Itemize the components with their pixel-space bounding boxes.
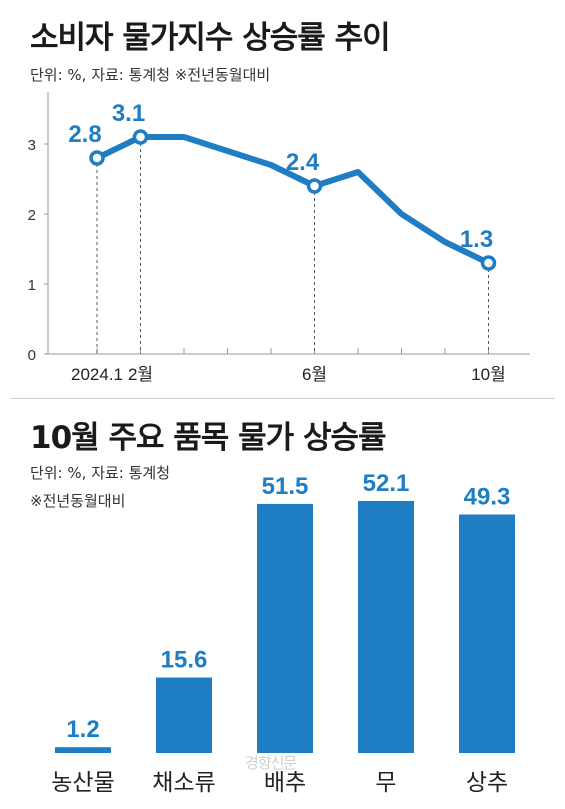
bar-value-label: 51.5 — [262, 473, 309, 500]
y-tick-label: 2 — [28, 207, 36, 224]
y-tick-label: 3 — [28, 137, 36, 154]
y-tick-label: 1 — [28, 277, 36, 294]
x-tick-label: 2024.1 — [71, 365, 123, 384]
bar — [257, 503, 313, 753]
bar — [459, 514, 515, 753]
bar-category-label: 채소류 — [152, 770, 215, 796]
bar-value-label: 1.2 — [66, 716, 99, 743]
bar-category-label: 무 — [375, 770, 396, 796]
bar-value-label: 52.1 — [363, 470, 410, 497]
data-label: 3.1 — [112, 100, 145, 127]
x-tick-label: 2월 — [128, 365, 153, 384]
data-point — [306, 178, 323, 194]
data-point — [132, 129, 149, 145]
bar-category-label: 배추 — [264, 770, 306, 796]
bar-chart-title: 10월 주요 품목 물가 상승률 — [30, 420, 387, 456]
bar-category-label: 상추 — [466, 770, 508, 796]
data-point — [480, 255, 497, 271]
line-chart-subtitle: 단위: %, 자료: 통계청 ※전년동월대비 — [30, 66, 271, 84]
line-chart-title: 소비자 물가지수 상승률 추이 — [30, 20, 391, 56]
y-tick-label: 0 — [28, 347, 36, 364]
bar — [358, 501, 414, 753]
watermark-logo: 경향신문 — [245, 754, 297, 772]
data-label: 2.8 — [68, 121, 101, 148]
bar-chart-note: ※전년동월대비 — [30, 492, 126, 510]
line-chart: 0 1 2 3 2024.1 2월 6월 10월 2.8 3.1 2.4 1.3 — [28, 92, 530, 384]
bar — [55, 747, 111, 753]
bar-value-label: 49.3 — [464, 484, 511, 511]
bar-value-label: 15.6 — [161, 647, 208, 674]
data-point — [89, 150, 105, 166]
bar-category-label: 농산물 — [51, 770, 114, 796]
bar-chart-subtitle: 단위: %, 자료: 통계청 — [30, 464, 171, 482]
section-divider — [10, 398, 555, 399]
x-tick-label: 6월 — [302, 365, 327, 384]
bar-chart: 1.2 농산물 15.6 채소류 51.5 배추 52.1 무 49.3 상추 — [51, 470, 515, 796]
bar — [156, 677, 212, 753]
data-label: 2.4 — [286, 149, 320, 176]
cpi-series-line — [94, 134, 492, 266]
x-tick-label: 10월 — [471, 365, 506, 384]
data-label: 1.3 — [460, 226, 493, 253]
